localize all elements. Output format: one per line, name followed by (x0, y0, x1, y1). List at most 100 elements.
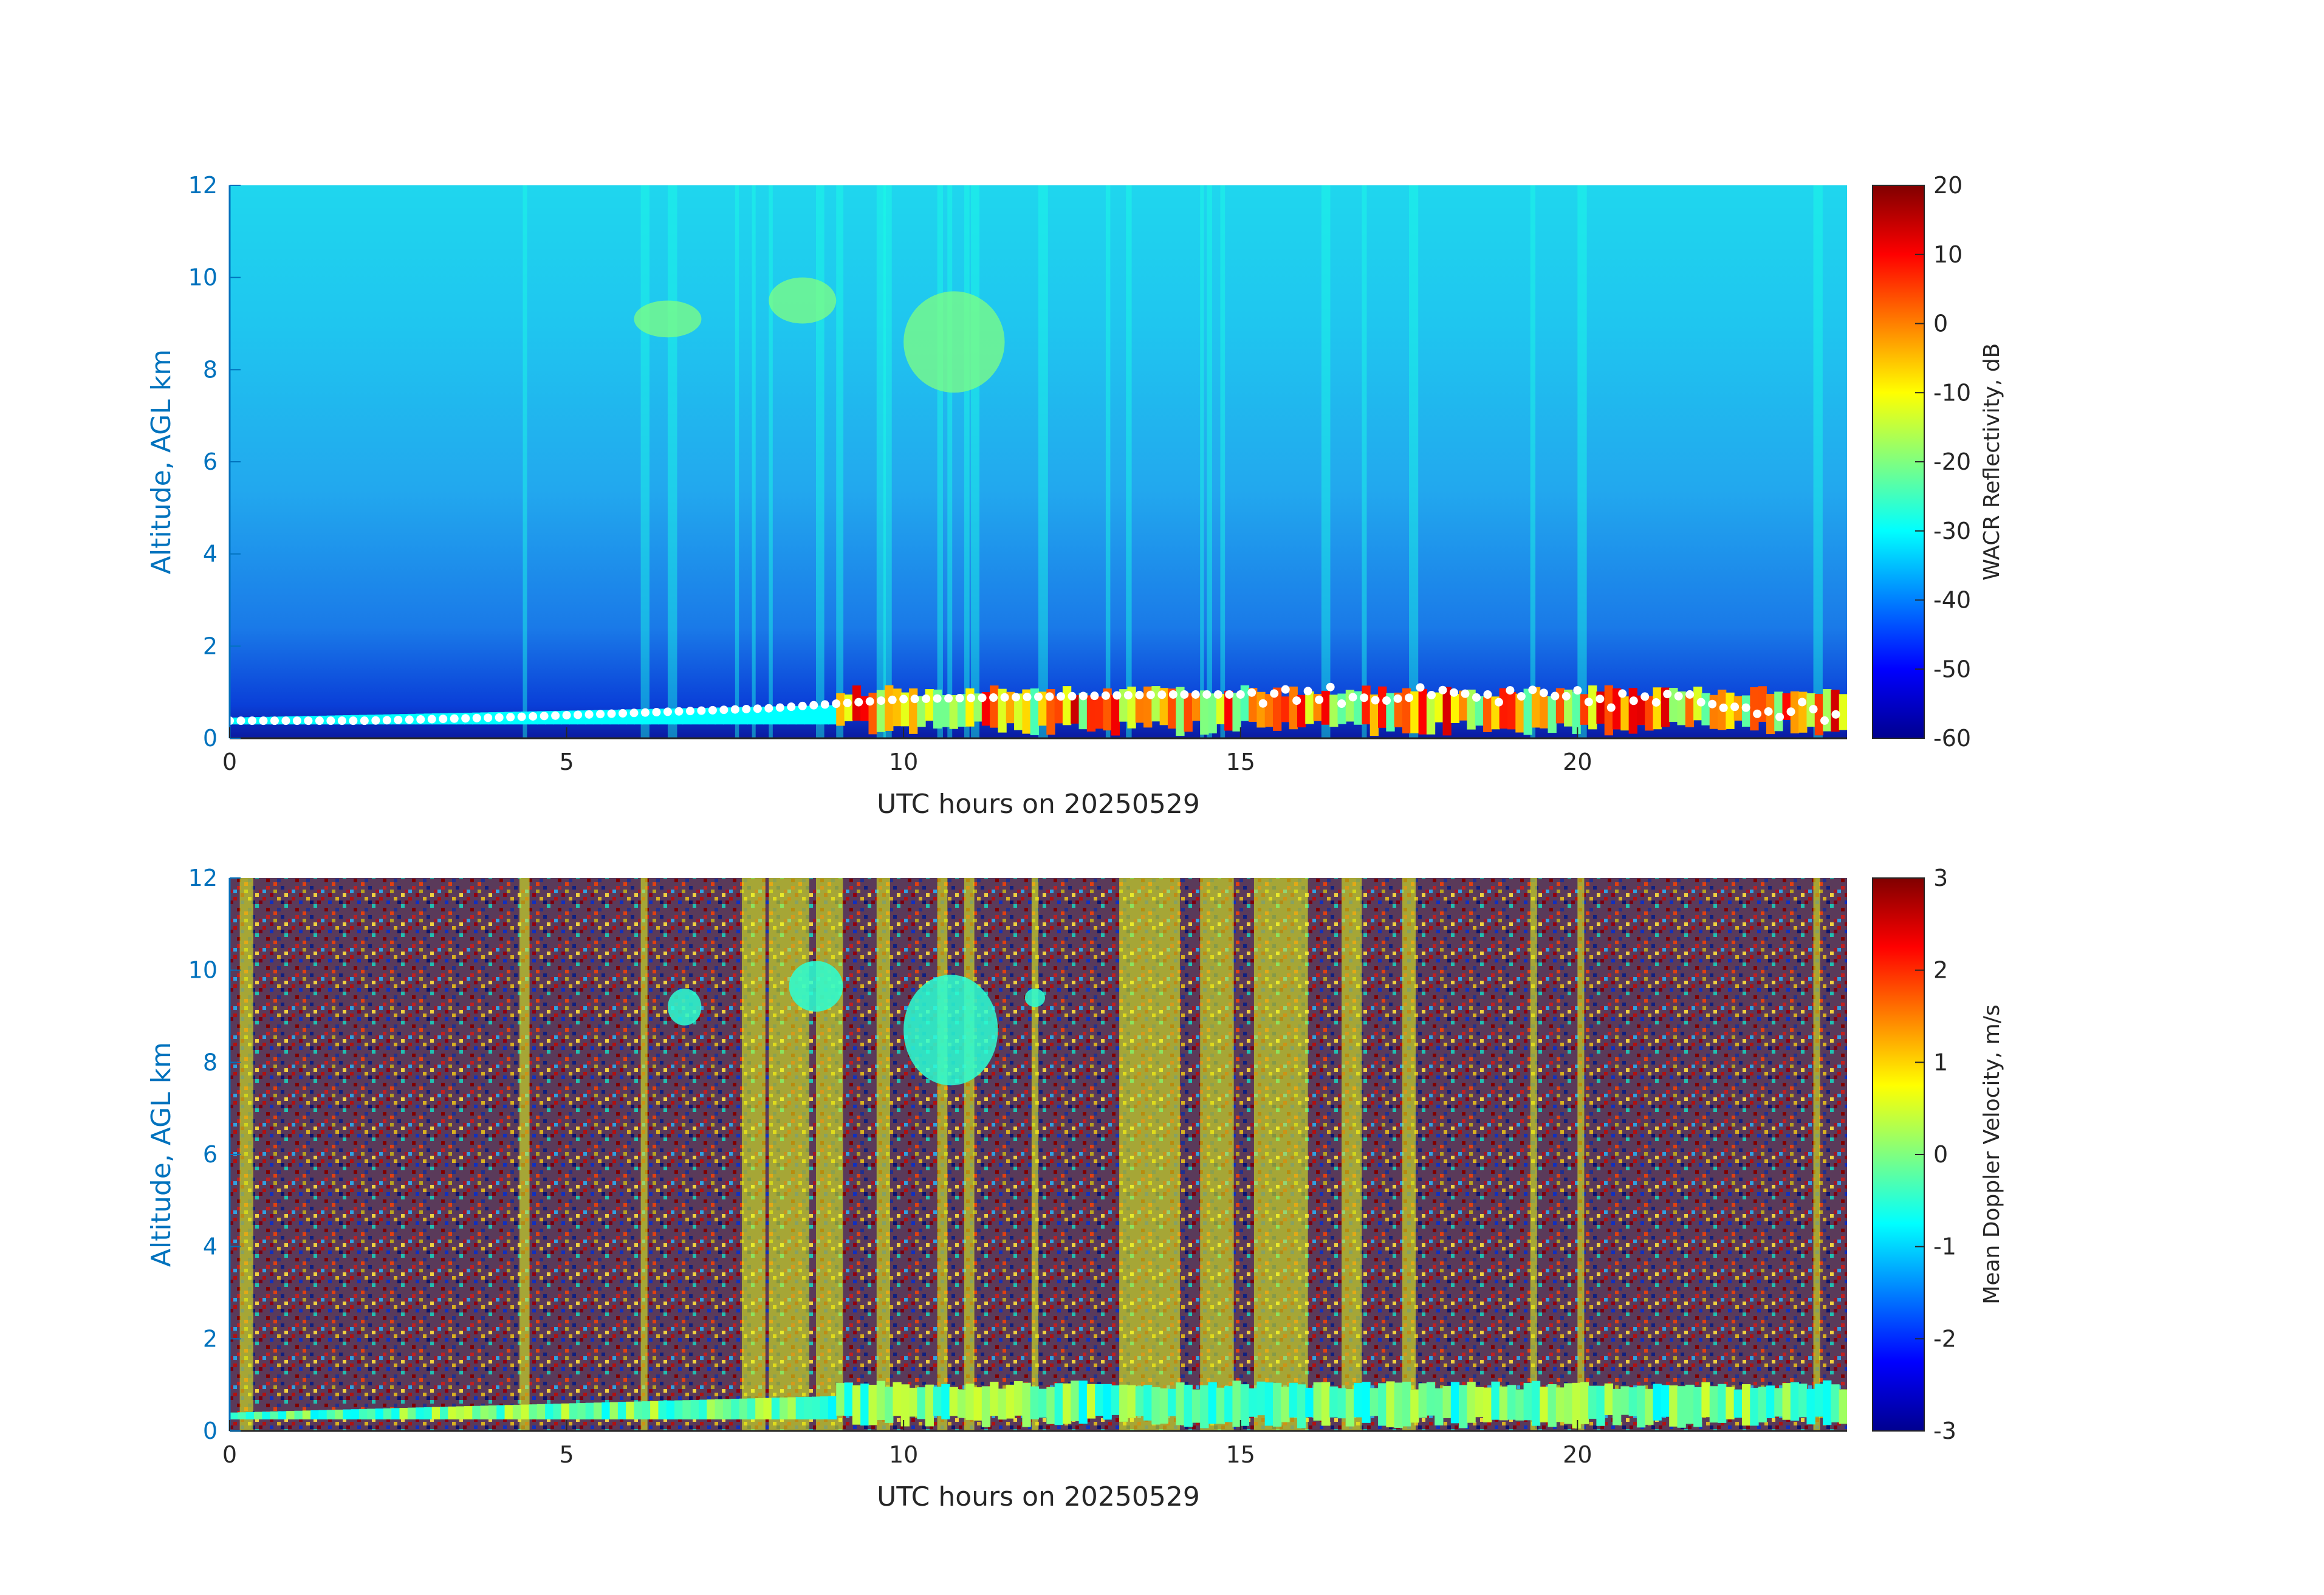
low-cloud-column (860, 1384, 869, 1426)
reflectivity-streak (1530, 185, 1536, 738)
low-cloud-column (1831, 1384, 1840, 1422)
low-cloud-column (609, 1402, 619, 1420)
low-cloud-column (617, 1402, 627, 1420)
y-tick-label: 8 (203, 356, 218, 383)
velocity-streak (1530, 878, 1537, 1431)
low-cloud-column (739, 1398, 748, 1420)
cloud-base-point (1348, 693, 1357, 702)
reflectivity-streak (937, 185, 943, 738)
low-cloud-column (1467, 1381, 1476, 1423)
low-cloud-column (602, 1402, 611, 1420)
low-cloud-column (1176, 687, 1185, 736)
low-cloud-column (1450, 694, 1460, 723)
low-cloud-column (1766, 1385, 1775, 1418)
low-cloud-column (1095, 1384, 1104, 1416)
low-cloud-column (949, 1387, 958, 1416)
reflectivity-streak (876, 185, 886, 738)
low-cloud-column (1086, 695, 1096, 732)
y-tick-label: 6 (203, 448, 218, 475)
low-cloud-column (868, 1385, 877, 1425)
colorbar-tick-label: -2 (1933, 1325, 1956, 1352)
low-cloud-column (1313, 1382, 1322, 1421)
low-cloud-column (1726, 1387, 1735, 1420)
low-cloud-column (1337, 1388, 1346, 1419)
low-cloud-column (529, 1404, 538, 1420)
low-cloud-column (1111, 1385, 1120, 1415)
y-axis-title: Altitude, AGL km (146, 1042, 177, 1267)
low-cloud-column (690, 1399, 699, 1420)
cloud-base-point (259, 716, 268, 725)
cloud-patch (789, 961, 843, 1012)
low-cloud-column (1733, 1389, 1743, 1418)
reflectivity-streak (883, 185, 892, 738)
low-cloud-column (1369, 694, 1379, 736)
cloud-patch (903, 291, 1005, 393)
cloud-base-point (326, 716, 335, 725)
low-cloud-column (536, 1404, 546, 1420)
cloud-base-point (371, 716, 380, 725)
cloud-base-point (1068, 691, 1077, 701)
y-tick-label: 2 (203, 1325, 218, 1352)
cloud-base-point (1618, 689, 1627, 698)
reflectivity-streak (1220, 185, 1225, 738)
velocity-streak (1813, 878, 1820, 1431)
low-cloud-column (1224, 1386, 1233, 1422)
low-cloud-column (787, 1397, 797, 1420)
reflectivity-streak (1362, 185, 1367, 738)
cloud-patch (769, 277, 837, 324)
cloud-base-point (1798, 698, 1807, 707)
low-cloud-column (917, 696, 926, 727)
low-cloud-column (1548, 1384, 1557, 1427)
cloud-base-point (753, 704, 762, 713)
low-cloud-column (1111, 695, 1120, 736)
low-cloud-column (812, 1396, 821, 1420)
low-cloud-column (1839, 1389, 1847, 1424)
low-cloud-column (1726, 692, 1735, 729)
plot-area-background (230, 185, 1847, 738)
low-cloud-column (238, 1412, 247, 1420)
low-cloud-column (795, 1397, 805, 1420)
cloud-base-point (1247, 688, 1256, 697)
low-cloud-column (1054, 696, 1063, 724)
colorbar-tick-label: -20 (1933, 448, 1971, 475)
low-cloud-column (1103, 1384, 1112, 1420)
cloud-base-point (472, 713, 481, 722)
low-cloud-column (1321, 1382, 1331, 1426)
cloud-base-point (1012, 693, 1021, 702)
low-cloud-column (1823, 1380, 1832, 1425)
y-axis-title: Altitude, AGL km (146, 349, 177, 574)
low-cloud-column (634, 1401, 643, 1420)
cloud-base-point (1640, 692, 1650, 701)
cloud-base-point (1753, 709, 1762, 718)
colorbar-tick-label: 1 (1933, 1049, 1948, 1075)
x-tick-label: 5 (559, 1441, 574, 1468)
low-cloud-column (375, 1408, 384, 1420)
low-cloud-column (1184, 1384, 1193, 1427)
low-cloud-column (1555, 1387, 1565, 1422)
velocity-streak (1200, 878, 1234, 1431)
low-cloud-column (780, 1397, 789, 1420)
low-cloud-column (1693, 1387, 1702, 1427)
cloud-base-point (1000, 693, 1009, 702)
low-cloud-column (1750, 1388, 1759, 1426)
cloud-patch (667, 989, 702, 1026)
low-cloud-column (1645, 696, 1654, 731)
reflectivity-panel: 0 5 10 15 20 0 2 4 6 8 10 12 20 10 0 -10 -20 -30 -40 -50 -6… (0, 0, 2324, 820)
cloud-base-point (1078, 691, 1088, 701)
low-cloud-column (1281, 696, 1290, 722)
y-tick-label: 4 (203, 1233, 218, 1260)
cloud-patch (903, 975, 998, 1086)
x-tick-label: 10 (889, 749, 918, 775)
low-cloud-column (990, 1382, 999, 1416)
cloud-patch (634, 300, 702, 338)
low-cloud-column (1410, 1389, 1419, 1423)
cloud-base-point (247, 716, 256, 725)
low-cloud-column (294, 1410, 303, 1420)
low-cloud-column (642, 1401, 651, 1420)
cloud-base-point (1708, 699, 1717, 708)
cloud-base-point (1629, 696, 1638, 705)
low-cloud-column (1208, 1382, 1217, 1424)
low-cloud-column (650, 1401, 659, 1420)
low-cloud-column (1758, 1387, 1767, 1422)
low-cloud-column (973, 1387, 982, 1421)
